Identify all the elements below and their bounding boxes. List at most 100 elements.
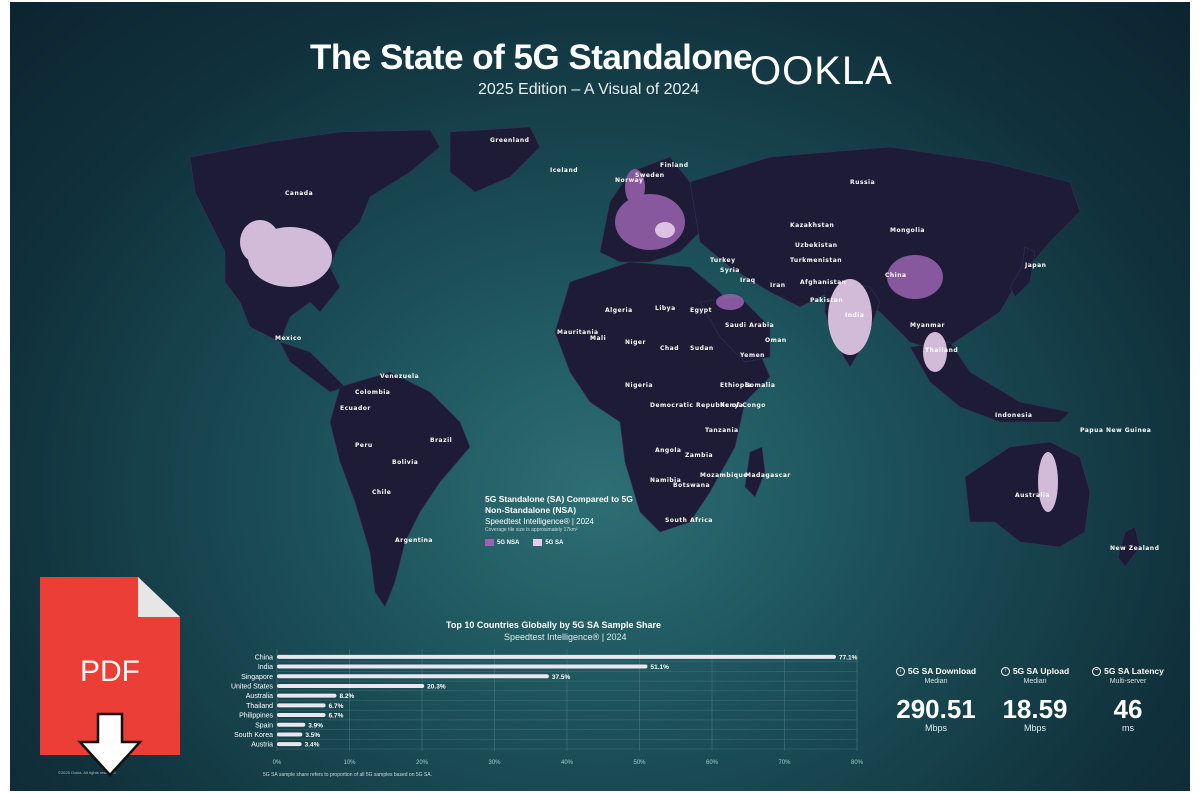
country-label-venezuela: Venezuela bbox=[380, 373, 419, 380]
country-label-somalia: Somalia bbox=[745, 382, 775, 389]
country-label-turkey: Turkey bbox=[710, 257, 735, 264]
new-zealand-shape bbox=[1117, 526, 1141, 568]
country-label-namibia: Namibia bbox=[650, 477, 681, 484]
country-label-zambia: Zambia bbox=[685, 452, 713, 459]
category-label: Australia bbox=[246, 693, 273, 700]
bar bbox=[277, 654, 836, 659]
country-label-finland: Finland bbox=[660, 162, 689, 169]
data-label: 3.4% bbox=[305, 742, 320, 749]
country-label-oman: Oman bbox=[765, 337, 787, 344]
country-label-russia: Russia bbox=[850, 179, 875, 186]
metric-download-value: 290.51 bbox=[896, 694, 976, 725]
metric-download: ↓ 5G SA Download Median 290.51 Mbps bbox=[886, 666, 986, 733]
country-label-argentina: Argentina bbox=[395, 537, 433, 544]
country-label-syria: Syria bbox=[720, 267, 740, 274]
country-label-australia: Australia bbox=[1015, 492, 1050, 499]
pdf-label[interactable]: PDF bbox=[80, 655, 140, 688]
bar bbox=[277, 664, 648, 669]
data-label: 51.1% bbox=[650, 664, 669, 671]
category-label: India bbox=[258, 664, 273, 671]
category-label: South Korea bbox=[234, 732, 273, 739]
copyright-text: ©2025 Ookla. All rights reserved. bbox=[58, 770, 117, 775]
x-tick-label: 70% bbox=[778, 760, 791, 766]
metric-upload-value: 18.59 bbox=[1002, 694, 1068, 725]
bar bbox=[277, 693, 337, 698]
upload-icon: ↑ bbox=[1000, 667, 1010, 677]
data-label: 6.7% bbox=[329, 703, 344, 710]
x-tick-label: 40% bbox=[561, 760, 574, 766]
chart-title: Top 10 Countries Globally by 5G SA Sampl… bbox=[446, 620, 662, 630]
pdf-download-icon[interactable] bbox=[40, 577, 180, 777]
bar bbox=[277, 713, 326, 718]
country-label-canada: Canada bbox=[285, 190, 313, 197]
southeast-asia-shape bbox=[909, 341, 1071, 423]
metric-download-unit: Mbps bbox=[924, 723, 947, 734]
central-america-shape bbox=[279, 341, 346, 393]
chart-note: 5G SA sample share refers to proportion … bbox=[263, 772, 432, 778]
country-label-japan: Japan bbox=[1024, 262, 1046, 269]
download-arrow-icon bbox=[77, 712, 143, 777]
country-label-papua-new-guinea: Papua New Guinea bbox=[1080, 427, 1151, 434]
data-label: 8.2% bbox=[339, 693, 354, 700]
metric-latency-value: 46 bbox=[1113, 694, 1143, 725]
5g-sa-coverage bbox=[240, 220, 1058, 512]
country-label-kazakhstan: Kazakhstan bbox=[790, 222, 834, 229]
bar bbox=[277, 742, 302, 747]
legend-item-nsa: 5G NSA bbox=[485, 539, 519, 546]
data-label: 3.9% bbox=[308, 722, 323, 729]
category-label: China bbox=[255, 654, 273, 661]
asia-shape bbox=[689, 146, 1081, 353]
poster-subtitle: 2025 Edition – A Visual of 2024 bbox=[478, 81, 700, 98]
legend-source: Speedtest Intelligence® | 2024 bbox=[485, 517, 594, 526]
chart-subtitle: Speedtest Intelligence® | 2024 bbox=[504, 632, 627, 642]
legend-title: 5G Standalone (SA) Compared to 5G Non-St… bbox=[485, 494, 633, 515]
country-label-china: China bbox=[885, 272, 907, 279]
japan-shape bbox=[1009, 246, 1036, 298]
category-label: Philippines bbox=[239, 713, 273, 720]
country-label-myanmar: Myanmar bbox=[910, 322, 945, 329]
x-tick-label: 0% bbox=[273, 760, 282, 766]
data-label: 37.5% bbox=[552, 674, 571, 681]
country-label-yemen: Yemen bbox=[739, 352, 765, 359]
metric-upload: ↑ 5G SA Upload Median 18.59 Mbps bbox=[985, 666, 1085, 733]
bar bbox=[277, 703, 326, 708]
country-label-india: India bbox=[845, 312, 864, 319]
country-label-ethiopia: Ethiopia bbox=[720, 382, 752, 389]
download-icon: ↓ bbox=[895, 667, 905, 677]
category-label: Singapore bbox=[241, 674, 273, 681]
infographic-poster: The State of 5G Standalone 2025 Edition … bbox=[10, 2, 1190, 791]
category-label: Spain bbox=[255, 722, 273, 729]
country-label-mongolia: Mongolia bbox=[890, 227, 925, 234]
metric-latency-sub: Multi-server bbox=[1109, 678, 1147, 686]
poster-title: The State of 5G Standalone bbox=[310, 38, 753, 77]
legend-note: Coverage tile size is approximately 17km… bbox=[485, 527, 578, 533]
country-label-mali: Mali bbox=[590, 335, 606, 342]
x-tick-label: 20% bbox=[416, 760, 429, 766]
x-tick-label: 80% bbox=[851, 760, 864, 766]
category-label: Austria bbox=[251, 742, 273, 749]
country-label-niger: Niger bbox=[625, 339, 646, 346]
bar bbox=[277, 683, 425, 688]
country-label-new-zealand: New Zealand bbox=[1110, 545, 1159, 552]
country-label-mexico: Mexico bbox=[275, 335, 302, 342]
country-label-turkmenistan: Turkmenistan bbox=[790, 257, 842, 264]
country-label-nigeria: Nigeria bbox=[625, 382, 653, 389]
country-label-algeria: Algeria bbox=[605, 307, 633, 314]
x-tick-label: 30% bbox=[488, 760, 501, 766]
metric-latency-title: 5G SA Latency bbox=[1104, 666, 1164, 676]
data-label: 3.5% bbox=[305, 732, 320, 739]
greenland-shape bbox=[449, 126, 541, 193]
country-label-libya: Libya bbox=[655, 305, 676, 312]
metric-upload-sub: Median bbox=[1023, 678, 1047, 686]
country-label-saudi-arabia: Saudi Arabia bbox=[725, 322, 774, 329]
map-legend: 5G Standalone (SA) Compared to 5G Non-St… bbox=[485, 494, 635, 546]
metric-upload-unit: Mbps bbox=[1023, 723, 1046, 734]
bar bbox=[277, 732, 303, 737]
country-label-chad: Chad bbox=[660, 345, 679, 352]
country-label-bolivia: Bolivia bbox=[392, 459, 418, 466]
australia-shape bbox=[964, 441, 1091, 548]
country-label-south-africa: South Africa bbox=[665, 517, 713, 524]
country-label-norway: Norway bbox=[615, 177, 643, 184]
country-label-drc: Democratic Republic of Congo bbox=[650, 402, 766, 409]
metric-download-sub: Median bbox=[924, 678, 948, 686]
